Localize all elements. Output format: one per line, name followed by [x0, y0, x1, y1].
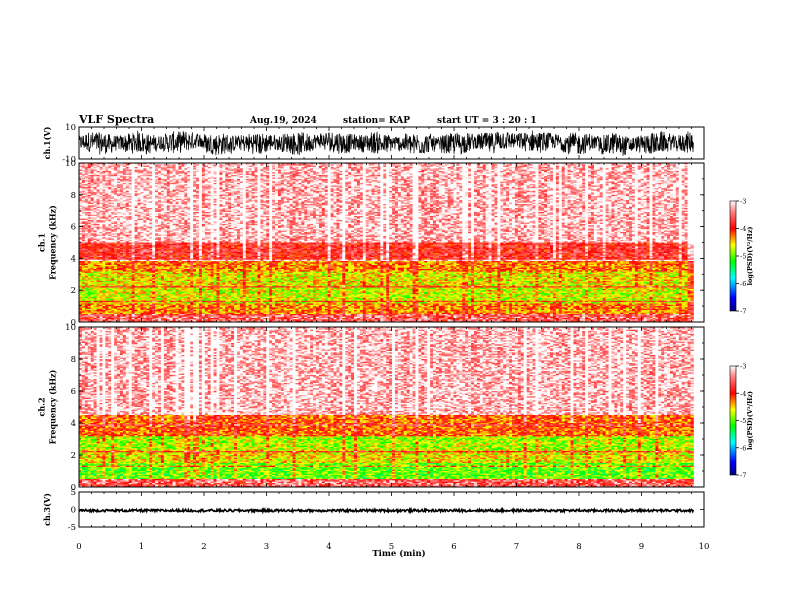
y-tick-label: 10 — [65, 123, 76, 133]
spectrogram-cells — [79, 163, 694, 322]
start-time-label: start UT = 3 : 20 : 1 — [437, 116, 537, 126]
date-label: Aug.19, 2024 — [249, 116, 317, 126]
figure-title: VLF Spectra — [78, 113, 154, 126]
station-label: station= KAP — [343, 116, 410, 126]
ch1-waveform-line — [79, 131, 693, 156]
y-axis-label: ch.1(V) — [42, 126, 52, 159]
